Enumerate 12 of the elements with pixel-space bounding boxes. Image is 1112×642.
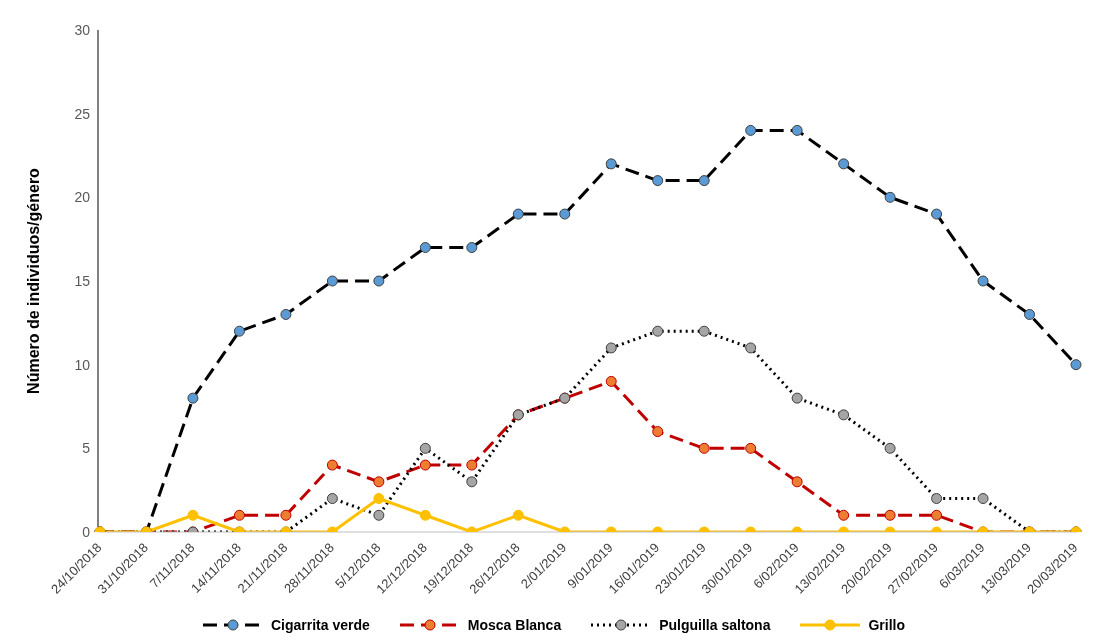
y-tick-label: 0: [82, 523, 91, 540]
legend-label: Grillo: [868, 617, 905, 633]
legend-label: Mosca Blanca: [467, 617, 562, 633]
legend-label: Pulguilla saltona: [659, 617, 771, 633]
y-tick-label: 30: [74, 21, 91, 38]
y-tick-label: 20: [74, 189, 91, 206]
y-tick-label: 15: [74, 272, 91, 289]
y-axis-title: Número de individuos/género: [24, 167, 42, 394]
y-tick-label: 25: [74, 105, 91, 122]
y-tick-label: 5: [82, 440, 91, 457]
legend-label: Cigarrita verde: [270, 617, 370, 633]
y-tick-label: 10: [74, 356, 91, 373]
